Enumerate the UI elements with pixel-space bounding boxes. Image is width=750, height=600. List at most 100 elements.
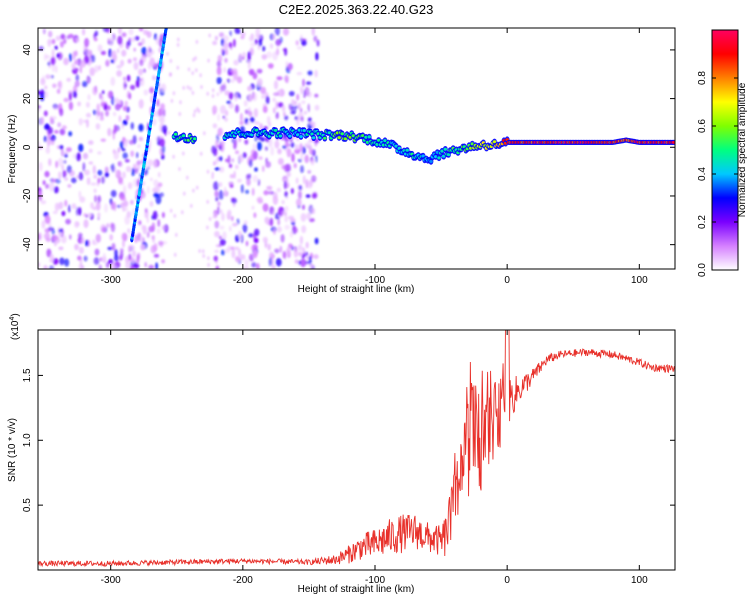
heatmap-cell — [265, 157, 268, 163]
heatmap-cell — [52, 210, 58, 215]
heatmap-cell — [78, 232, 83, 239]
heatmap-cell — [97, 169, 103, 176]
heatmap-cell — [38, 195, 43, 201]
heatmap-cell — [127, 228, 131, 234]
heatmap-cell — [260, 86, 267, 95]
heatmap-cell — [309, 218, 315, 223]
heatmap-cell — [158, 192, 164, 198]
heatmap-cell — [303, 110, 308, 115]
heatmap-cell — [147, 166, 151, 170]
heatmap-cell — [282, 251, 287, 259]
y-tick-label: 0 — [22, 144, 33, 150]
heatmap-cell — [148, 264, 155, 269]
heatmap-cell — [51, 48, 55, 59]
heatmap-cell — [286, 148, 292, 158]
heatmap-cell — [169, 208, 173, 213]
heatmap-cell — [248, 93, 253, 102]
heatmap-cell — [248, 233, 254, 238]
heatmap-cell — [128, 92, 132, 100]
heatmap-cell — [243, 220, 248, 225]
heatmap-cell — [131, 257, 136, 264]
heatmap-cell — [63, 57, 69, 66]
heatmap-cell — [84, 37, 90, 48]
heatmap-cell — [309, 159, 316, 163]
heatmap-cell — [222, 35, 229, 42]
heatmap-cell — [218, 156, 223, 162]
heatmap-cell — [73, 67, 79, 72]
heatmap-cell — [107, 38, 110, 45]
heatmap-cell — [277, 148, 282, 155]
heatmap-cell — [248, 159, 253, 168]
x-tick-label: -300 — [101, 275, 121, 286]
heatmap-cell — [240, 184, 244, 194]
heatmap-cell — [61, 235, 67, 244]
heatmap-cell — [133, 62, 139, 70]
heatmap-cell — [313, 35, 318, 42]
heatmap-cell — [214, 167, 221, 171]
heatmap-cell — [200, 85, 203, 89]
heatmap-cell — [211, 145, 217, 154]
heatmap-cell — [228, 163, 233, 168]
heatmap-cell — [161, 259, 166, 264]
heatmap-cell — [214, 159, 219, 165]
heatmap-cell — [271, 264, 276, 269]
heatmap-cell — [216, 92, 220, 97]
heatmap-cell — [118, 176, 123, 184]
heatmap-cell — [96, 103, 100, 113]
heatmap-cell — [296, 71, 303, 76]
heatmap-cell — [274, 28, 280, 36]
heatmap-cell — [258, 38, 263, 47]
heatmap-cell — [211, 88, 215, 93]
heatmap-cell — [38, 105, 42, 109]
heatmap-cell — [178, 112, 182, 116]
heatmap-cell — [221, 212, 225, 222]
heatmap-cell — [222, 115, 226, 119]
heatmap-cell — [234, 164, 239, 170]
heatmap-cell — [219, 225, 225, 230]
heatmap-cell — [296, 116, 300, 126]
heatmap-cell — [247, 51, 252, 61]
heatmap-cell — [421, 154, 425, 158]
x-tick-label: 0 — [504, 275, 510, 286]
heatmap-cell — [275, 101, 279, 110]
heatmap-cell — [285, 77, 289, 84]
heatmap-cell — [83, 213, 87, 217]
heatmap-cell — [206, 199, 209, 204]
heatmap-cell — [299, 85, 304, 93]
heatmap-cell — [268, 251, 274, 260]
heatmap-cell — [300, 34, 303, 42]
heatmap-cell — [299, 135, 303, 139]
heatmap-cell — [149, 57, 155, 67]
heatmap-cell — [252, 72, 258, 80]
heatmap-cell — [151, 118, 157, 126]
heatmap-cell — [323, 136, 327, 140]
heatmap-cell — [71, 203, 77, 210]
x-tick-label: -200 — [233, 575, 253, 586]
heatmap-cell — [109, 234, 113, 241]
heatmap-cell — [242, 152, 247, 159]
heatmap-cell — [100, 138, 107, 142]
heatmap-cell — [262, 203, 269, 212]
heatmap-cell — [147, 46, 152, 53]
heatmap-cell — [226, 78, 231, 84]
heatmap-cell — [239, 121, 244, 125]
heatmap-cell — [107, 105, 111, 111]
heatmap-cell — [244, 109, 249, 115]
heatmap-cell — [240, 35, 245, 40]
heatmap-cell — [38, 262, 41, 268]
heatmap-cell — [144, 208, 148, 213]
heatmap-cell — [78, 246, 84, 254]
heatmap-cell — [88, 148, 93, 153]
heatmap-cell — [192, 188, 195, 193]
heatmap-cell — [147, 185, 150, 194]
heatmap-cell — [298, 185, 302, 190]
heatmap-cell — [283, 180, 287, 190]
heatmap-cell — [123, 80, 127, 90]
heatmap-cell — [296, 93, 300, 101]
heatmap-cell — [187, 67, 191, 72]
heatmap-cell — [138, 68, 143, 76]
heatmap-cell — [244, 259, 250, 266]
heatmap-cell — [128, 253, 132, 260]
heatmap-cell — [47, 139, 50, 148]
spectrogram-x-ticks: -300 -200 -100 0 100 — [101, 28, 648, 286]
